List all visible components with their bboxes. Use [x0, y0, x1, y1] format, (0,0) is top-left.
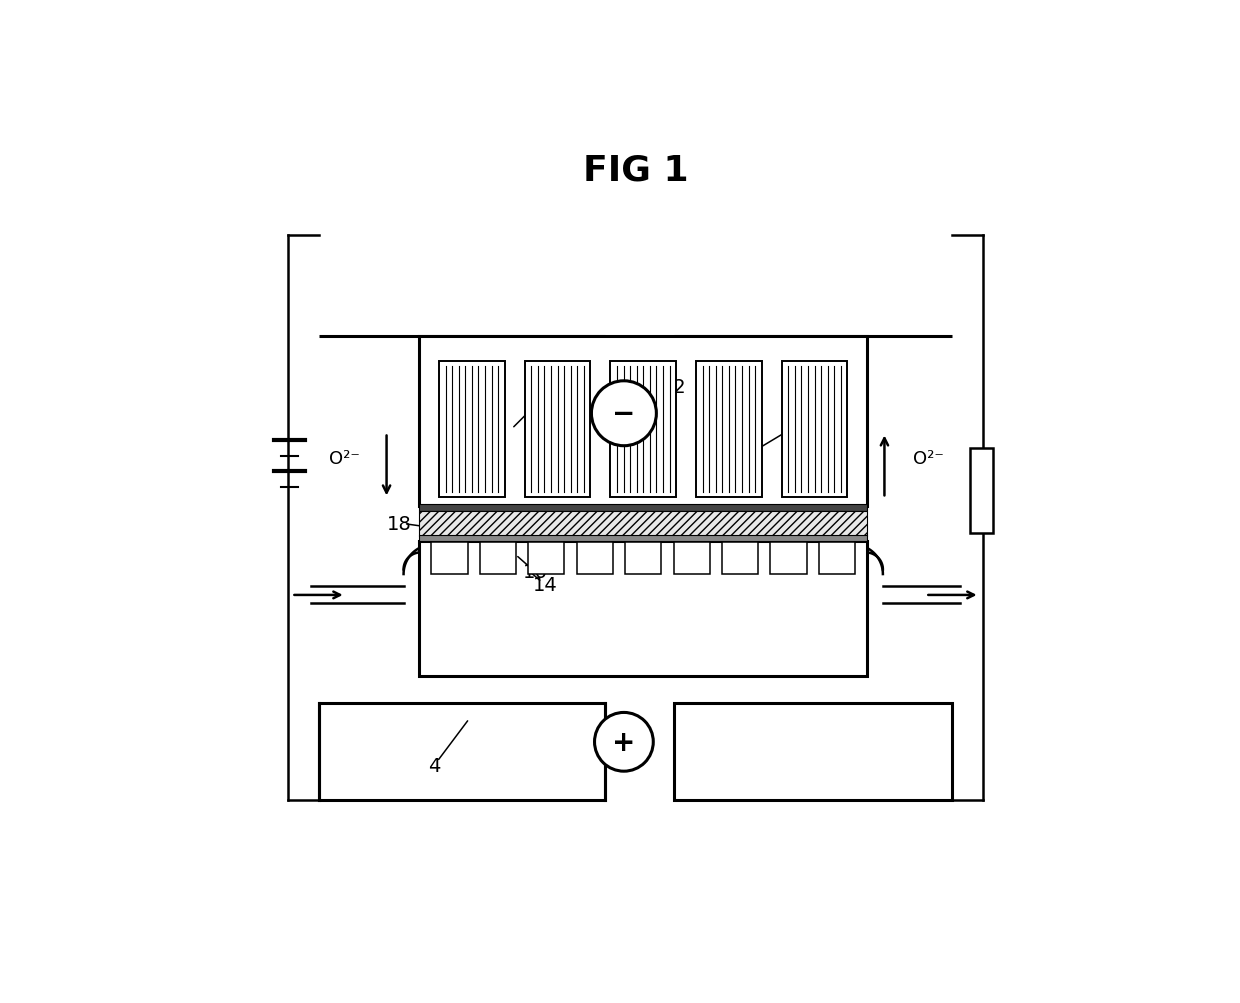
Text: 4: 4	[428, 755, 440, 774]
Bar	[673, 542, 709, 575]
Text: FIG 1: FIG 1	[583, 153, 688, 188]
Text: 20: 20	[531, 389, 556, 408]
Text: +: +	[613, 728, 636, 756]
Circle shape	[594, 713, 653, 771]
Bar	[419, 505, 868, 512]
Bar	[480, 542, 516, 575]
Bar	[625, 542, 661, 575]
Bar	[577, 542, 613, 575]
Bar	[419, 542, 868, 676]
Text: O²⁻: O²⁻	[329, 449, 360, 467]
Bar	[525, 362, 590, 497]
Text: 16: 16	[522, 563, 547, 582]
Bar	[439, 362, 505, 497]
Text: 22: 22	[662, 377, 687, 396]
Bar	[319, 703, 605, 800]
Bar	[419, 536, 868, 542]
Circle shape	[591, 381, 656, 446]
Text: 18: 18	[387, 514, 412, 533]
Text: 14: 14	[533, 576, 558, 595]
Bar	[675, 703, 952, 800]
Text: O²⁻: O²⁻	[913, 449, 944, 467]
Bar	[781, 362, 847, 497]
Bar	[419, 337, 868, 507]
Bar	[696, 362, 761, 497]
Bar	[818, 542, 856, 575]
Bar	[432, 542, 467, 575]
Bar	[770, 542, 807, 575]
Bar	[610, 362, 676, 497]
Text: −: −	[613, 400, 636, 428]
Bar	[528, 542, 564, 575]
Bar	[970, 448, 993, 534]
Bar	[419, 512, 868, 537]
Text: 2: 2	[791, 416, 804, 435]
Bar	[722, 542, 759, 575]
